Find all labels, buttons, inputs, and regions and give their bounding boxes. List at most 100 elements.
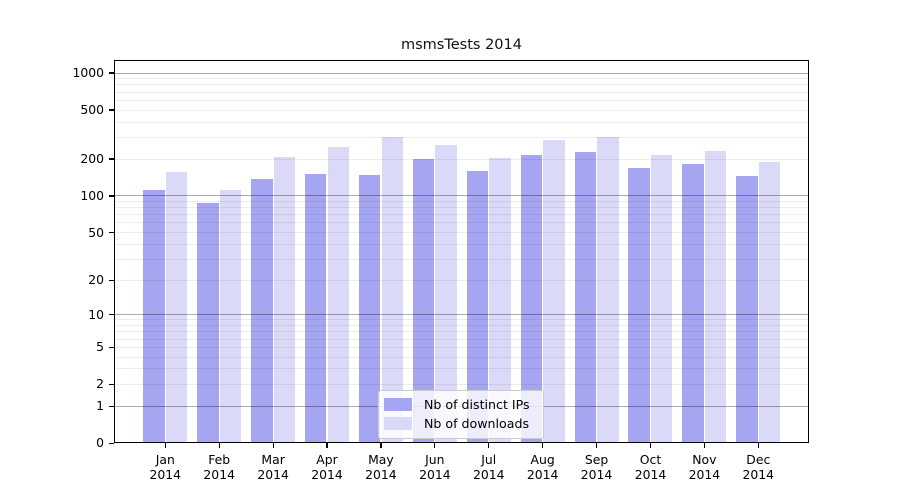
bar-jul-downloads: [489, 157, 511, 444]
gridline-minor: [115, 232, 808, 234]
bar-apr-downloads: [327, 147, 350, 444]
gridline-major: [115, 72, 808, 74]
gridline-minor: [115, 84, 808, 86]
x-tick-mark: [542, 443, 544, 449]
gridline-minor: [115, 243, 808, 245]
y-tick-label: 500: [80, 102, 104, 118]
bar-dec-distinct-ips: [736, 175, 758, 444]
gridline-minor: [115, 91, 808, 93]
bar-aug-downloads: [543, 140, 565, 444]
bar-jan-downloads: [165, 172, 188, 444]
bar-jan-distinct-ips: [143, 190, 165, 444]
bar-may-distinct-ips: [358, 175, 381, 444]
gridline-minor: [115, 78, 808, 80]
x-tick-mark: [380, 443, 382, 449]
gridline-minor: [115, 136, 808, 138]
x-tick-mark: [434, 443, 436, 449]
x-tick-label: Jun 2014: [419, 452, 451, 482]
y-tick-mark: [108, 231, 114, 234]
x-tick-label: Jan 2014: [149, 452, 182, 482]
x-tick-mark: [488, 443, 490, 449]
bar-jun-downloads: [435, 145, 457, 444]
y-tick-label: 10: [88, 306, 104, 322]
bar-sep-downloads: [597, 137, 619, 444]
legend-label-distinct-ips: Nb of distinct IPs: [424, 397, 530, 412]
gridline-minor: [115, 338, 808, 340]
y-tick-label: 200: [80, 151, 104, 167]
bar-oct-downloads: [651, 155, 673, 444]
gridline-minor: [115, 201, 808, 203]
bar-may-downloads: [381, 137, 403, 444]
y-tick-mark: [108, 279, 114, 281]
y-tick-label: 5: [96, 339, 104, 355]
gridline-minor: [115, 325, 808, 327]
bar-aug-distinct-ips: [520, 155, 543, 444]
y-tick-label: 0: [96, 435, 104, 451]
bar-jun-distinct-ips: [412, 159, 435, 444]
gridline-minor: [115, 207, 808, 209]
gridline-minor: [115, 368, 808, 370]
y-tick-mark: [108, 346, 114, 348]
bar-dec-downloads: [758, 162, 781, 444]
gridline-minor: [115, 331, 808, 333]
y-tick-mark: [108, 195, 114, 197]
x-tick-mark: [272, 443, 274, 449]
bar-oct-distinct-ips: [628, 167, 650, 444]
gridline-minor: [115, 109, 808, 111]
y-tick-mark: [108, 405, 114, 407]
gridline-minor: [115, 258, 808, 260]
y-tick-label: 50: [88, 224, 104, 240]
y-tick-mark: [108, 314, 114, 316]
x-tick-label: Mar 2014: [257, 452, 289, 482]
y-tick-mark: [108, 72, 114, 74]
x-tick-label: Oct 2014: [634, 452, 667, 482]
legend-swatch-downloads: [384, 417, 412, 430]
gridline-minor: [115, 319, 808, 321]
bar-mar-downloads: [273, 157, 296, 444]
y-tick-label: 1000: [72, 65, 104, 80]
x-tick-label: Sep 2014: [580, 452, 613, 482]
x-tick-label: Apr 2014: [311, 452, 343, 482]
bar-nov-downloads: [704, 151, 727, 444]
y-tick-label: 1: [96, 398, 104, 414]
gridline-minor: [115, 279, 808, 281]
legend: Nb of distinct IPs Nb of downloads: [378, 390, 544, 439]
y-tick-mark: [108, 158, 114, 160]
x-tick-label: Feb 2014: [203, 452, 235, 482]
x-tick-label: May 2014: [365, 452, 397, 482]
x-tick-mark: [703, 443, 705, 449]
bar-mar-distinct-ips: [251, 178, 273, 444]
gridline-minor: [115, 222, 808, 224]
gridline-minor: [115, 158, 808, 160]
bar-jul-distinct-ips: [466, 170, 489, 444]
x-tick-mark: [595, 443, 598, 449]
y-tick-mark: [108, 109, 114, 111]
gridline-minor: [115, 346, 808, 348]
x-tick-label: Aug 2014: [526, 452, 559, 482]
x-tick-mark: [326, 443, 328, 449]
legend-row-distinct-ips: Nb of distinct IPs: [384, 395, 537, 414]
x-tick-label: Jul 2014: [472, 452, 505, 482]
x-tick-mark: [649, 443, 652, 449]
gridline-minor: [115, 99, 808, 101]
x-tick-label: Dec 2014: [742, 452, 775, 482]
gridline-minor: [115, 383, 808, 385]
legend-swatch-distinct-ips: [384, 398, 412, 411]
y-tick-label: 2: [96, 376, 104, 392]
bar-feb-distinct-ips: [197, 203, 219, 444]
bar-nov-distinct-ips: [682, 163, 704, 444]
x-tick-mark: [164, 443, 166, 449]
gridline-minor: [115, 214, 808, 216]
bar-feb-downloads: [219, 190, 242, 444]
bar-apr-distinct-ips: [305, 173, 327, 444]
chart-title: msmsTests 2014: [401, 37, 522, 53]
x-tick-label: Nov 2014: [688, 452, 721, 482]
gridline-major: [115, 314, 808, 316]
legend-label-downloads: Nb of downloads: [424, 416, 530, 431]
y-tick-mark: [108, 383, 114, 385]
y-tick-mark: [108, 442, 114, 444]
y-tick-label: 100: [80, 187, 104, 203]
y-tick-label: 20: [88, 272, 104, 288]
legend-row-downloads: Nb of downloads: [384, 414, 537, 433]
